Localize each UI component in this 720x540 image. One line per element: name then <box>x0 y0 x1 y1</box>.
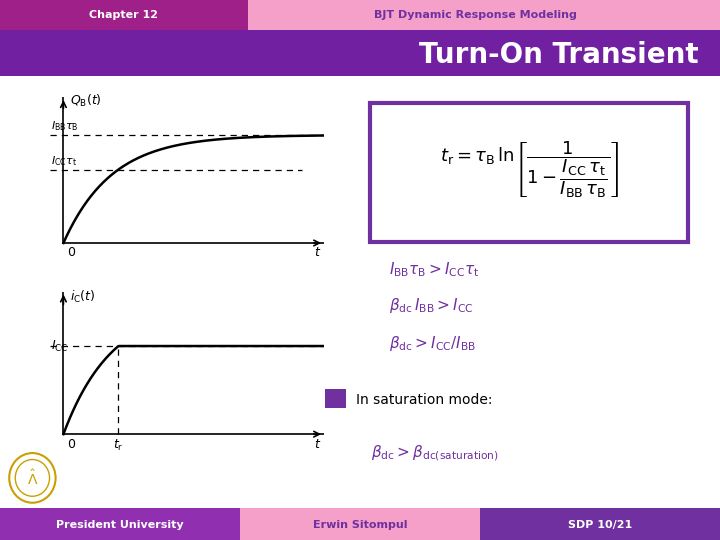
Text: $I_{\rm BB}\tau_{\rm B} > I_{\rm CC}\tau_{\rm t}$: $I_{\rm BB}\tau_{\rm B} > I_{\rm CC}\tau… <box>389 260 479 279</box>
Text: Turn-On Transient: Turn-On Transient <box>419 41 698 69</box>
Text: $\beta_{\rm dc} > I_{\rm CC}/I_{\rm BB}$: $\beta_{\rm dc} > I_{\rm CC}/I_{\rm BB}$ <box>389 334 476 353</box>
Text: Chapter 12: Chapter 12 <box>89 10 158 20</box>
FancyBboxPatch shape <box>370 103 688 242</box>
Bar <box>240 508 480 540</box>
Text: $0$: $0$ <box>67 246 76 259</box>
Bar <box>480 508 720 540</box>
Text: Erwin Sitompul: Erwin Sitompul <box>312 521 408 530</box>
Text: $I_{\rm BB}\tau_{\rm B}$: $I_{\rm BB}\tau_{\rm B}$ <box>51 119 79 133</box>
Text: $t_{\rm r} = \tau_{\rm B}\,\ln\!\left[\dfrac{1}{1 - \dfrac{I_{\rm CC}\,\tau_{\rm: $t_{\rm r} = \tau_{\rm B}\,\ln\!\left[\d… <box>440 140 618 200</box>
Text: $t$: $t$ <box>314 438 321 451</box>
Text: BJT Dynamic Response Modeling: BJT Dynamic Response Modeling <box>374 10 577 20</box>
Text: SDP 10/21: SDP 10/21 <box>567 521 632 530</box>
Text: $i_{\rm C}(t)$: $i_{\rm C}(t)$ <box>70 289 96 305</box>
Text: $\beta_{\rm dc}\,I_{\rm BB} > I_{\rm CC}$: $\beta_{\rm dc}\,I_{\rm BB} > I_{\rm CC}… <box>389 296 473 315</box>
Text: President University: President University <box>55 521 184 530</box>
Text: $I_{\rm CC}$: $I_{\rm CC}$ <box>51 339 68 354</box>
Text: In saturation mode:: In saturation mode: <box>356 393 492 407</box>
Bar <box>0 0 248 30</box>
Text: $\hat{\Lambda}$: $\hat{\Lambda}$ <box>27 468 38 488</box>
Text: $0$: $0$ <box>67 438 76 451</box>
Bar <box>248 0 720 30</box>
Text: $t_{\rm r}$: $t_{\rm r}$ <box>113 437 124 453</box>
Text: $t$: $t$ <box>314 246 321 259</box>
Text: $\beta_{\rm dc} > \beta_{\rm dc(saturation)}$: $\beta_{\rm dc} > \beta_{\rm dc(saturati… <box>372 444 499 463</box>
Text: $Q_{\rm B}(t)$: $Q_{\rm B}(t)$ <box>70 93 102 109</box>
Bar <box>0 508 240 540</box>
Bar <box>325 389 346 408</box>
Text: $I_{\rm CC}\tau_{\rm t}$: $I_{\rm CC}\tau_{\rm t}$ <box>51 154 77 168</box>
